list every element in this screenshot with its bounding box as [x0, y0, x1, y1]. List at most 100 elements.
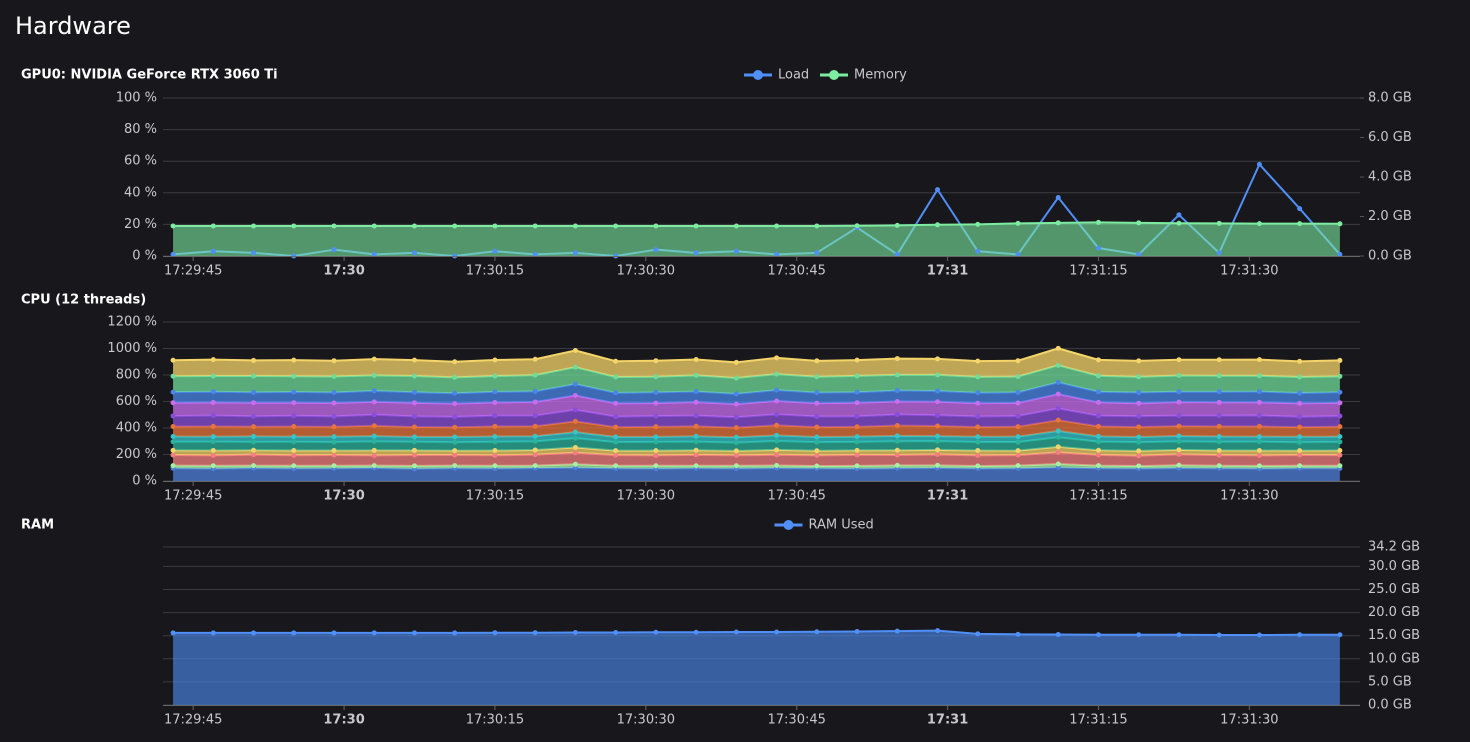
data-point — [693, 413, 699, 419]
data-point — [532, 447, 538, 453]
data-point — [733, 401, 739, 407]
data-point — [492, 400, 498, 406]
data-point — [1176, 399, 1182, 405]
y2-tick-label: 6.0 GB — [1368, 130, 1412, 145]
data-point — [210, 413, 216, 419]
data-point — [774, 432, 780, 438]
y-tick-label: 40 % — [124, 185, 157, 200]
data-point — [1256, 399, 1262, 405]
x-tick-label: 17:31:15 — [1069, 713, 1127, 728]
data-point — [613, 374, 619, 380]
data-point — [1136, 413, 1142, 419]
y2-tick-label: 0.0 GB — [1368, 249, 1412, 264]
data-point — [331, 223, 337, 229]
data-point — [935, 399, 941, 405]
data-point — [210, 223, 216, 229]
data-point — [935, 372, 941, 378]
data-point — [572, 429, 578, 435]
data-point — [452, 630, 458, 636]
data-point — [1055, 449, 1061, 455]
y-tick-label: 10.0 GB — [1368, 651, 1420, 666]
data-point — [1136, 632, 1142, 638]
x-tick-label: 17:29:45 — [164, 264, 222, 279]
data-point — [1256, 434, 1262, 440]
data-point — [693, 629, 699, 635]
data-point — [975, 221, 981, 227]
data-point — [452, 452, 458, 458]
x-tick-label: 17:29:45 — [164, 713, 222, 728]
data-point — [291, 439, 297, 445]
data-point — [452, 434, 458, 440]
data-point — [613, 463, 619, 469]
data-point — [572, 461, 578, 467]
data-point — [1055, 428, 1061, 434]
x-tick-label: 17:30:15 — [466, 713, 524, 728]
data-point — [1216, 452, 1222, 458]
data-point — [411, 357, 417, 363]
data-point — [854, 463, 860, 469]
data-point — [854, 447, 860, 453]
data-point — [452, 374, 458, 380]
x-tick-label: 17:30:30 — [617, 713, 675, 728]
data-point — [452, 390, 458, 396]
data-point — [1136, 439, 1142, 445]
data-point — [975, 390, 981, 396]
data-point — [411, 413, 417, 419]
data-point — [532, 463, 538, 469]
data-point — [1216, 632, 1222, 638]
data-point — [1176, 357, 1182, 363]
data-point — [291, 400, 297, 406]
data-point — [331, 400, 337, 406]
data-point — [975, 358, 981, 364]
data-point — [613, 448, 619, 454]
data-point — [1055, 391, 1061, 397]
series-layer — [170, 345, 1343, 481]
data-point — [1256, 423, 1262, 429]
data-point — [170, 400, 176, 406]
data-point — [1015, 448, 1021, 454]
data-point — [492, 630, 498, 636]
data-point — [1095, 423, 1101, 429]
data-point — [854, 223, 860, 229]
data-point — [935, 356, 941, 362]
data-point — [1055, 632, 1061, 638]
y-tick-label: 60 % — [124, 154, 157, 169]
data-point — [693, 250, 699, 256]
data-point — [532, 433, 538, 439]
data-point — [452, 414, 458, 420]
data-point — [1055, 379, 1061, 385]
x-tick-label: 17:31:30 — [1220, 713, 1278, 728]
data-point — [1216, 373, 1222, 379]
data-point — [774, 355, 780, 361]
data-point — [1015, 389, 1021, 395]
y-tick-label: 1200 % — [107, 315, 157, 330]
data-point — [492, 373, 498, 379]
data-point — [1297, 400, 1303, 406]
data-point — [1256, 389, 1262, 395]
data-point — [733, 629, 739, 635]
area-fill — [173, 382, 1340, 405]
legend-item: Memory — [820, 68, 907, 83]
x-tick-label: 17:30:30 — [617, 489, 675, 504]
data-point — [613, 424, 619, 430]
data-point — [1297, 452, 1303, 458]
data-point — [1095, 632, 1101, 638]
data-point — [894, 422, 900, 428]
y-tick-label: 0 % — [132, 474, 157, 489]
data-point — [1297, 424, 1303, 430]
data-point — [1136, 389, 1142, 395]
data-point — [291, 448, 297, 454]
data-point — [572, 435, 578, 441]
data-point — [894, 222, 900, 228]
data-point — [371, 463, 377, 469]
data-point — [1015, 439, 1021, 445]
data-point — [693, 433, 699, 439]
y-tick-label: 25.0 GB — [1368, 582, 1420, 597]
data-point — [814, 448, 820, 454]
data-point — [774, 447, 780, 453]
data-point — [733, 452, 739, 458]
data-point — [371, 372, 377, 378]
data-point — [371, 423, 377, 429]
data-point — [935, 433, 941, 439]
